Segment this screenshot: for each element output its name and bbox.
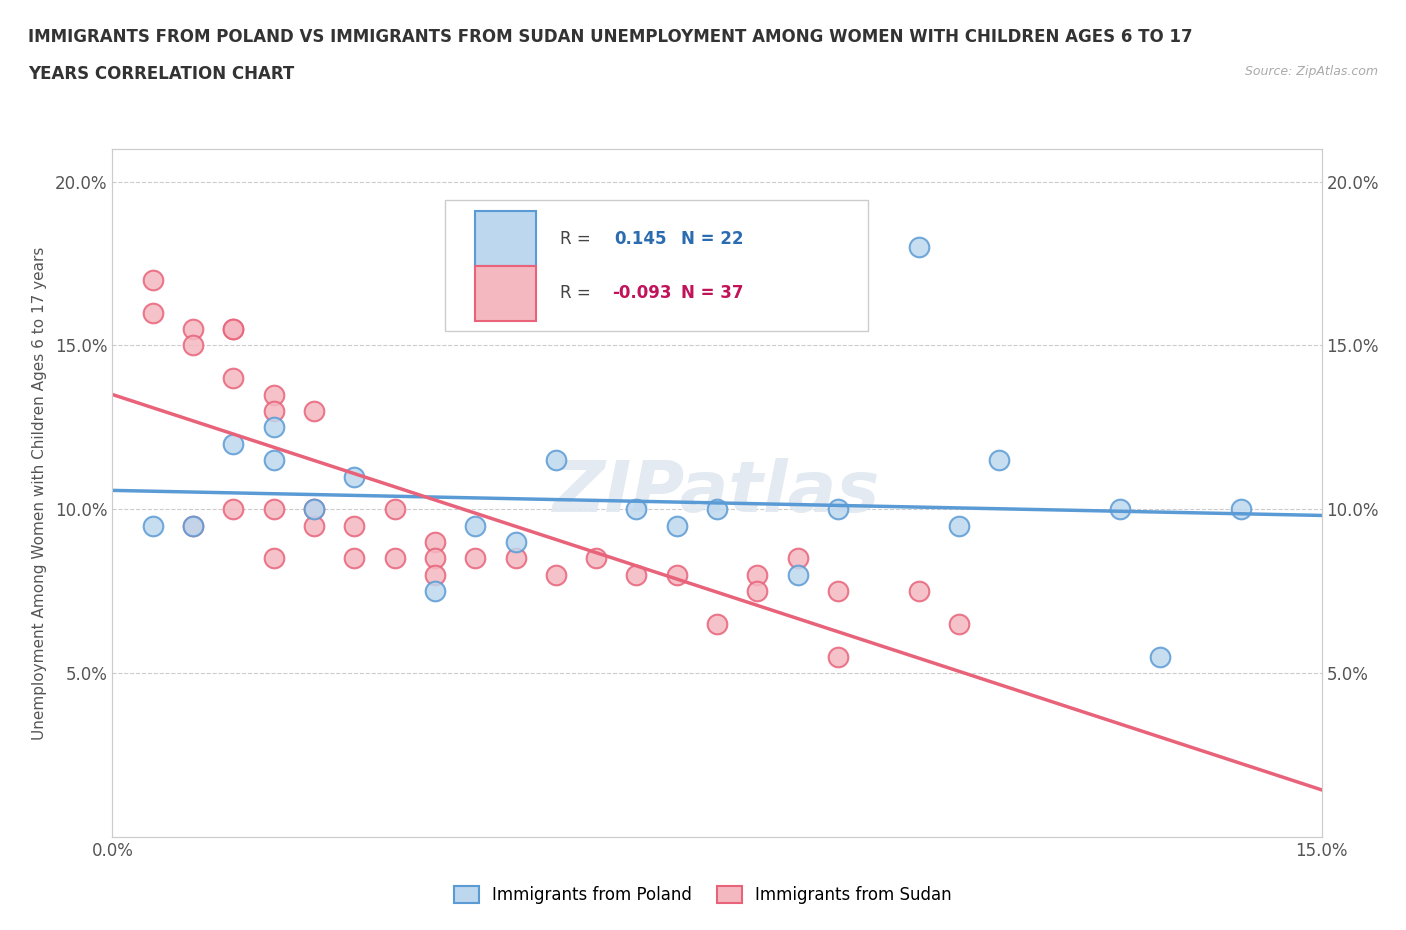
Text: 0.145: 0.145 [614, 230, 666, 247]
Point [747, 567, 769, 582]
Text: R =: R = [560, 230, 596, 247]
FancyBboxPatch shape [475, 266, 536, 321]
Point [505, 551, 527, 565]
Point [544, 567, 567, 582]
Point [222, 322, 245, 337]
Point [827, 584, 849, 599]
Point [343, 469, 366, 484]
Point [988, 453, 1011, 468]
Point [263, 502, 285, 517]
Point [222, 371, 245, 386]
Point [222, 502, 245, 517]
Text: N = 22: N = 22 [681, 230, 744, 247]
Point [302, 502, 325, 517]
Point [1149, 649, 1171, 664]
FancyBboxPatch shape [475, 211, 536, 266]
Point [181, 322, 204, 337]
Point [423, 567, 446, 582]
Point [786, 567, 808, 582]
Point [827, 649, 849, 664]
Point [384, 551, 406, 565]
Point [464, 518, 486, 533]
Point [948, 518, 970, 533]
Point [263, 453, 285, 468]
Point [181, 338, 204, 352]
Text: N = 37: N = 37 [681, 284, 744, 302]
Text: YEARS CORRELATION CHART: YEARS CORRELATION CHART [28, 65, 294, 83]
Point [142, 305, 165, 320]
Point [222, 322, 245, 337]
Point [142, 272, 165, 287]
Text: Source: ZipAtlas.com: Source: ZipAtlas.com [1244, 65, 1378, 78]
Point [263, 551, 285, 565]
Text: IMMIGRANTS FROM POLAND VS IMMIGRANTS FROM SUDAN UNEMPLOYMENT AMONG WOMEN WITH CH: IMMIGRANTS FROM POLAND VS IMMIGRANTS FRO… [28, 28, 1192, 46]
Point [626, 502, 648, 517]
Point [948, 617, 970, 631]
Point [907, 240, 929, 255]
Point [665, 567, 688, 582]
Point [222, 436, 245, 451]
Point [423, 584, 446, 599]
Point [706, 502, 728, 517]
Point [181, 518, 204, 533]
Point [343, 551, 366, 565]
Point [302, 518, 325, 533]
Point [302, 404, 325, 418]
Point [423, 535, 446, 550]
Point [706, 617, 728, 631]
Point [263, 420, 285, 435]
Legend: Immigrants from Poland, Immigrants from Sudan: Immigrants from Poland, Immigrants from … [446, 878, 960, 912]
Point [626, 567, 648, 582]
Point [263, 387, 285, 402]
Point [464, 551, 486, 565]
Point [142, 518, 165, 533]
Point [384, 502, 406, 517]
Point [1109, 502, 1132, 517]
Point [786, 551, 808, 565]
Text: ZIPatlas: ZIPatlas [554, 458, 880, 527]
Point [1230, 502, 1253, 517]
Point [263, 404, 285, 418]
Text: R =: R = [560, 284, 596, 302]
Point [907, 584, 929, 599]
Text: -0.093: -0.093 [612, 284, 671, 302]
FancyBboxPatch shape [446, 201, 868, 331]
Point [585, 551, 607, 565]
Point [747, 584, 769, 599]
Point [827, 502, 849, 517]
Point [423, 551, 446, 565]
Point [181, 518, 204, 533]
Point [343, 518, 366, 533]
Point [505, 535, 527, 550]
Point [302, 502, 325, 517]
Y-axis label: Unemployment Among Women with Children Ages 6 to 17 years: Unemployment Among Women with Children A… [32, 246, 46, 739]
Point [544, 453, 567, 468]
Point [665, 518, 688, 533]
